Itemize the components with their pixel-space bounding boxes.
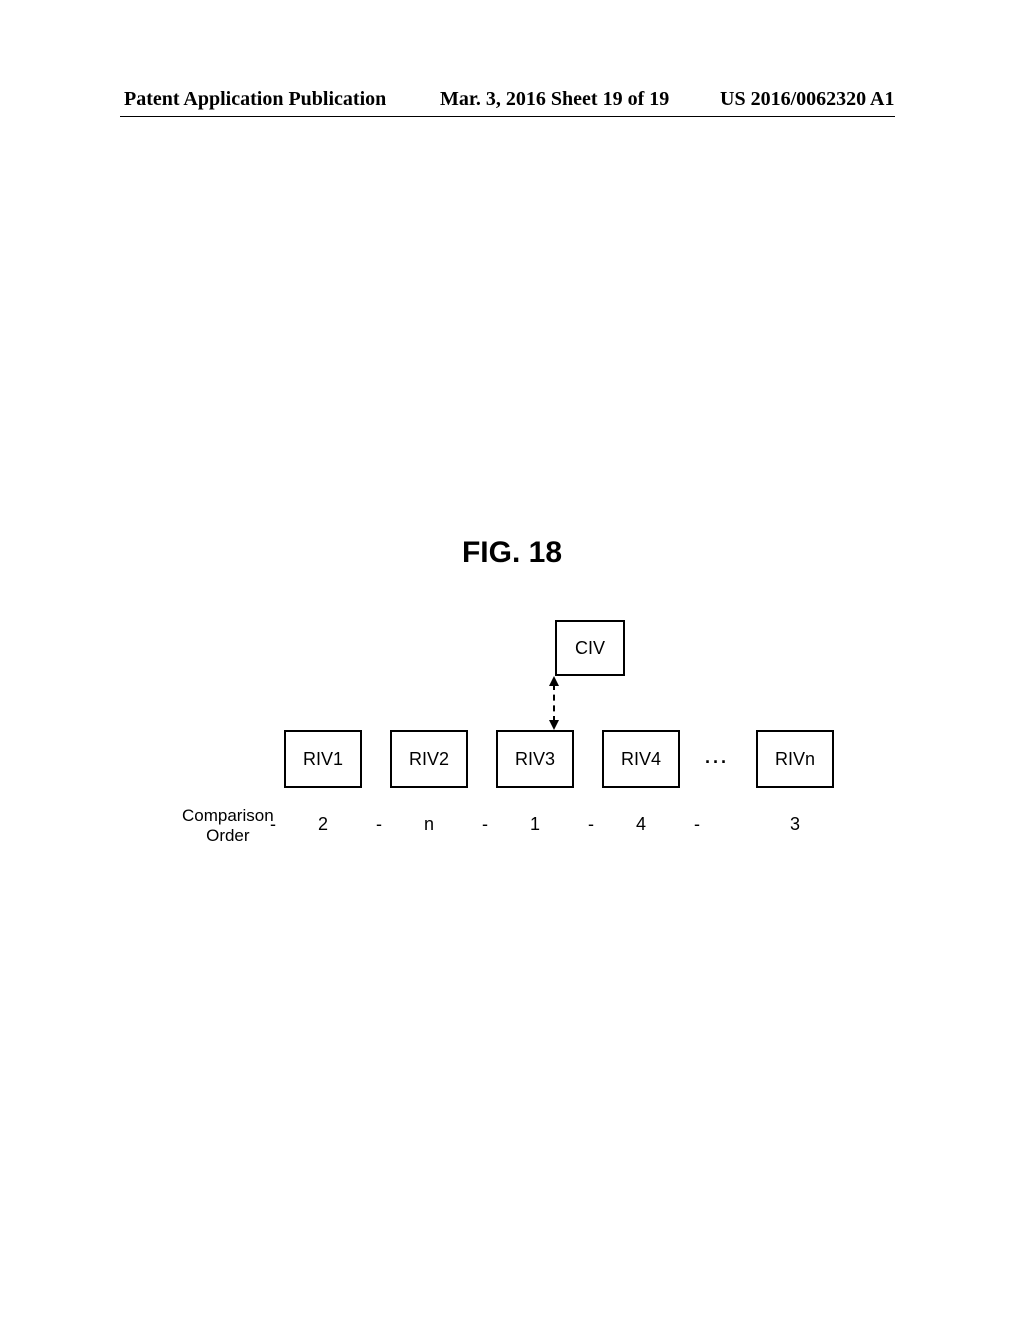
civ-box: CIV [555, 620, 625, 676]
order-item-4: - [482, 814, 488, 835]
header-left: Patent Application Publication [124, 88, 386, 111]
civ-label: CIV [575, 638, 605, 659]
header-center: Mar. 3, 2016 Sheet 19 of 19 [440, 88, 669, 111]
arrowhead-down-icon [549, 720, 559, 730]
order-item-3: n [424, 814, 434, 835]
order-label-line1: Comparison [182, 806, 274, 825]
order-item-5: 1 [530, 814, 540, 835]
riv-box-2: RIV2 [390, 730, 468, 788]
order-item-1: 2 [318, 814, 328, 835]
connector-line [553, 684, 555, 722]
riv-label-4: RIV4 [621, 749, 661, 770]
header-divider [120, 116, 895, 117]
header-right: US 2016/0062320 A1 [720, 88, 894, 111]
riv-box-4: RIV4 [602, 730, 680, 788]
order-item-6: - [588, 814, 594, 835]
ellipsis-text: ··· [705, 752, 729, 772]
patent-page: Patent Application Publication Mar. 3, 2… [0, 0, 1024, 1320]
order-item-7: 4 [636, 814, 646, 835]
riv-label-2: RIV2 [409, 749, 449, 770]
order-item-8: - [694, 814, 700, 835]
comparison-order-label: Comparison Order [182, 806, 274, 845]
riv-box-1: RIV1 [284, 730, 362, 788]
order-label-line2: Order [206, 826, 249, 845]
order-item-2: - [376, 814, 382, 835]
riv-box-3: RIV3 [496, 730, 574, 788]
order-item-9: 3 [790, 814, 800, 835]
riv-label-1: RIV1 [303, 749, 343, 770]
riv-box-5: RIVn [756, 730, 834, 788]
order-item-0: - [270, 814, 276, 835]
figure-diagram: CIV RIV1 RIV2 RIV3 RIV4 RIVn ··· Comparison … [0, 600, 1024, 900]
riv-label-5: RIVn [775, 749, 815, 770]
ellipsis-icon: ··· [705, 752, 729, 773]
arrowhead-up-icon [549, 676, 559, 686]
figure-title: FIG. 18 [0, 536, 1024, 570]
riv-label-3: RIV3 [515, 749, 555, 770]
